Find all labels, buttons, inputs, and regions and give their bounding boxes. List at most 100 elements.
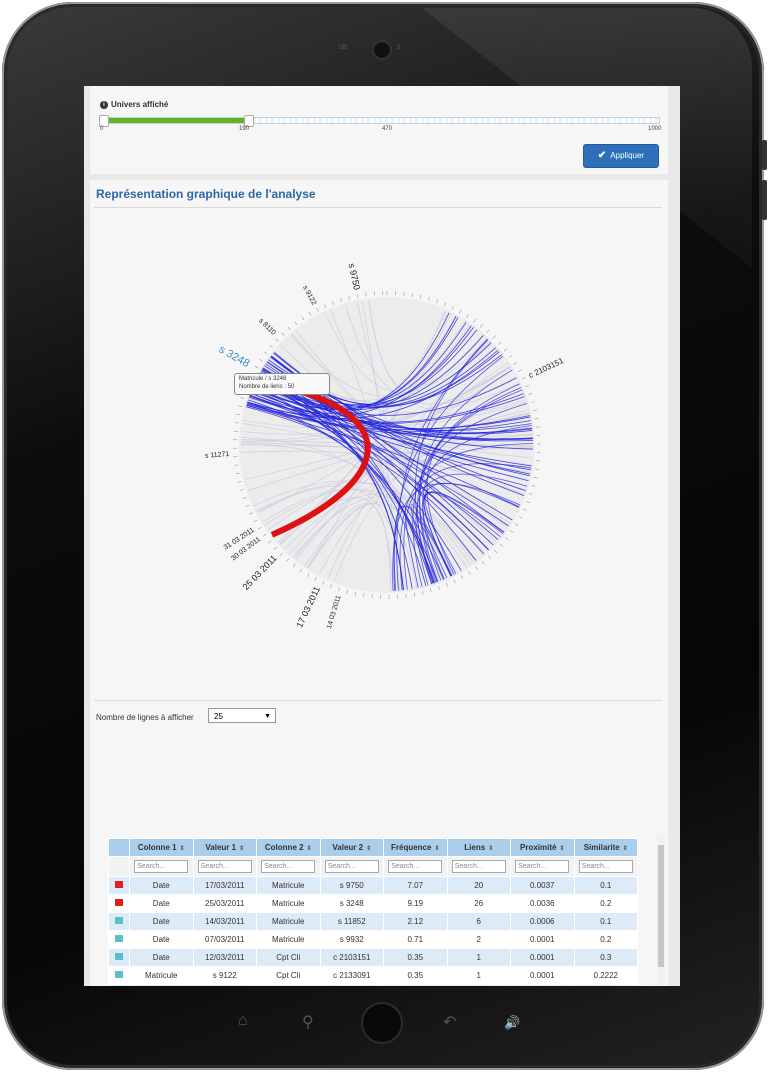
slider-tick: 190 bbox=[239, 126, 250, 132]
table-row[interactable]: Date 12/03/2011 Cpt Cli c 2103151 0.35 1 0.000… bbox=[108, 948, 638, 967]
table-cell: 0.0001 bbox=[510, 984, 575, 986]
table-cell: s 9750 bbox=[319, 876, 384, 895]
node-tick bbox=[534, 417, 539, 420]
column-header[interactable]: Fréquence ⇕ bbox=[383, 838, 448, 857]
row-flag-cell bbox=[108, 930, 130, 949]
table-cell: 0.0001 bbox=[510, 930, 575, 949]
table-cell: Cpt Cli bbox=[256, 948, 321, 967]
chord-link bbox=[405, 505, 448, 588]
column-header[interactable]: Valeur 1 ⇕ bbox=[192, 838, 257, 857]
column-search-input[interactable]: Search... bbox=[324, 860, 379, 873]
table-row[interactable]: Matricule s 9122 Cpt Cli c 2133091 0.35 1 0.00… bbox=[108, 966, 638, 985]
filter-spacer bbox=[108, 856, 130, 877]
row-flag-icon bbox=[115, 971, 123, 978]
results-table: Colonne 1 ⇕ Valeur 1 ⇕ Colonne 2 ⇕ Valeur 2 ⇕ Fr… bbox=[108, 838, 638, 986]
table-row[interactable]: Date 14/03/2011 Matricule s 11852 2.12 6 0.000… bbox=[108, 912, 638, 931]
node-tick bbox=[236, 413, 241, 416]
table-cell: Date bbox=[129, 912, 194, 931]
node-tick bbox=[264, 351, 268, 355]
column-header[interactable]: Valeur 2 ⇕ bbox=[319, 838, 384, 857]
column-search-input[interactable]: Search... bbox=[134, 860, 189, 873]
slider-handle-min[interactable] bbox=[99, 115, 109, 127]
sort-icon: ⇕ bbox=[366, 846, 372, 852]
table-row[interactable]: Date 07/03/2011 Matricule s 9932 0.71 2 0.0001… bbox=[108, 930, 638, 949]
back-icon[interactable]: ↶ bbox=[443, 1014, 457, 1031]
row-flag-cell bbox=[108, 948, 130, 967]
column-search-input[interactable]: Search... bbox=[578, 860, 633, 873]
table-cell: 0.3 bbox=[573, 948, 638, 967]
column-search-input[interactable]: Search... bbox=[515, 860, 570, 873]
scrollbar-thumb[interactable] bbox=[658, 845, 664, 967]
table-row[interactable]: Date 25/03/2011 Matricule s 3248 9.19 26 0.003… bbox=[108, 894, 638, 913]
node-tick bbox=[421, 590, 424, 595]
table-cell: 7.07 bbox=[383, 876, 448, 895]
apply-button[interactable]: ✔ Appliquer bbox=[583, 144, 659, 168]
column-search-input[interactable]: Search... bbox=[388, 860, 443, 873]
node-tick bbox=[535, 468, 540, 470]
node-tick bbox=[445, 582, 448, 587]
row-flag-cell bbox=[108, 894, 130, 913]
apply-button-label: Appliquer bbox=[610, 151, 645, 160]
filter-cell: Search... bbox=[129, 856, 194, 877]
node-tick bbox=[316, 307, 319, 312]
slider-tick: 0 bbox=[100, 126, 104, 132]
column-search-input[interactable]: Search... bbox=[261, 860, 316, 873]
column-search-input[interactable]: Search... bbox=[451, 860, 506, 873]
chord-link bbox=[246, 406, 485, 555]
table-cell: 1 bbox=[446, 966, 511, 985]
column-header[interactable]: Proximité ⇕ bbox=[510, 838, 575, 857]
chord-link-faded bbox=[306, 310, 446, 568]
column-header[interactable]: Colonne 1 ⇕ bbox=[129, 838, 194, 857]
column-header-label: Liens bbox=[464, 843, 486, 852]
node-tick bbox=[411, 293, 413, 298]
home-button[interactable] bbox=[361, 1002, 403, 1044]
node-tick bbox=[275, 338, 279, 342]
column-search-input[interactable]: Search... bbox=[197, 860, 252, 873]
univers-slider[interactable] bbox=[99, 115, 660, 127]
table-cell: 0.0006 bbox=[510, 912, 575, 931]
table-cell: Cpt Cli bbox=[256, 984, 321, 986]
univers-panel: i Univers affiché 0 190 470 1000 ✔ Appliqu… bbox=[90, 86, 668, 174]
node-tick bbox=[514, 523, 519, 526]
chord-link-faded bbox=[262, 488, 434, 584]
check-icon: ✔ bbox=[597, 150, 607, 161]
node-label: s 9122 bbox=[301, 285, 317, 307]
univers-title: i Univers affiché bbox=[100, 100, 168, 109]
node-tick bbox=[332, 300, 335, 305]
slider-tick: 470 bbox=[382, 126, 393, 132]
node-tick bbox=[273, 546, 278, 550]
column-header[interactable]: Liens ⇕ bbox=[446, 838, 511, 857]
node-tick bbox=[340, 298, 342, 303]
table-row[interactable]: Date 17/03/2011 Matricule s 9750 7.07 20 0.003… bbox=[108, 876, 638, 895]
node-label: 17 03 2011 bbox=[294, 585, 322, 629]
node-tick bbox=[299, 568, 303, 573]
node-tick bbox=[338, 587, 340, 592]
table-scrollbar[interactable] bbox=[657, 835, 665, 986]
chord-link bbox=[256, 379, 404, 591]
table-cell: 14/03/2011 bbox=[192, 912, 257, 931]
filter-cell: Search... bbox=[510, 856, 575, 877]
node-tick bbox=[513, 362, 518, 365]
node-tick bbox=[492, 335, 496, 339]
speaker-icon[interactable]: 🔊 bbox=[504, 1015, 521, 1030]
node-tick bbox=[533, 476, 538, 479]
home-icon[interactable]: ⌂ bbox=[238, 1012, 248, 1029]
chord-link bbox=[250, 392, 489, 551]
table-cell: 17/03/2011 bbox=[192, 876, 257, 895]
table-cell: s 3248 bbox=[319, 894, 384, 913]
chord-link bbox=[247, 349, 499, 419]
table-cell: Date bbox=[129, 876, 194, 895]
node-tick bbox=[413, 592, 416, 597]
rows-per-page-select[interactable]: 25 ▼ bbox=[208, 708, 276, 723]
filter-cell: Search... bbox=[573, 856, 638, 877]
table-cell: Matricule bbox=[256, 930, 321, 949]
node-tick bbox=[253, 519, 258, 523]
node-tick bbox=[292, 563, 296, 568]
column-header[interactable]: Colonne 2 ⇕ bbox=[256, 838, 321, 857]
search-icon[interactable]: ⚲ bbox=[302, 1014, 314, 1031]
node-tick bbox=[473, 318, 477, 323]
slider-handle-max[interactable] bbox=[243, 115, 254, 127]
column-header[interactable]: Similarite ⇕ bbox=[573, 838, 638, 857]
